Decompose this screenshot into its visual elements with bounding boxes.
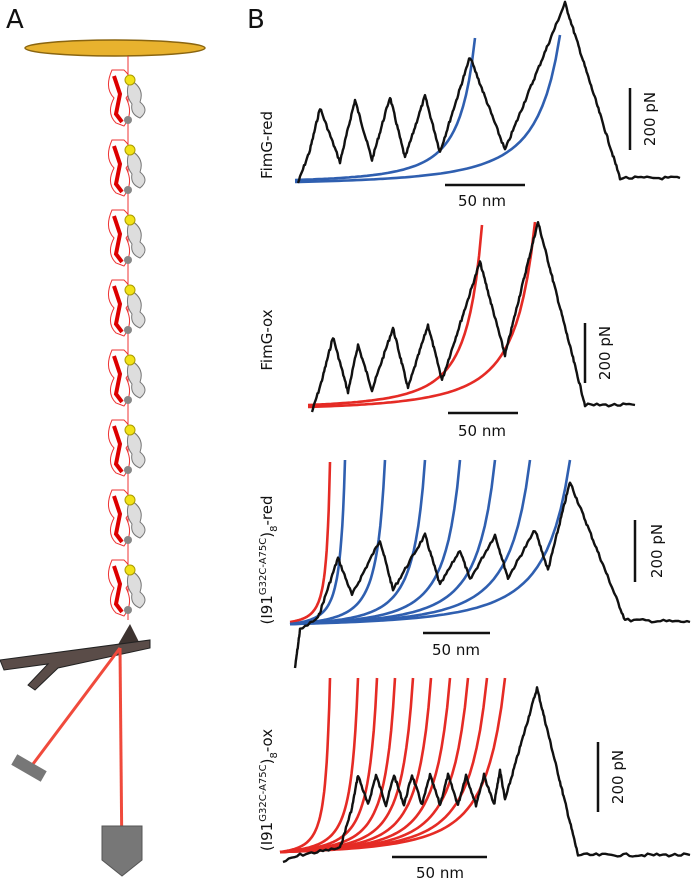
domain-grey <box>126 429 146 469</box>
domain <box>108 279 146 337</box>
beta-strand <box>112 75 124 124</box>
wlc-fit <box>279 677 507 854</box>
domain <box>108 559 146 617</box>
label-part: 8 <box>269 752 280 758</box>
wlc-fit <box>289 459 427 626</box>
substrate <box>24 39 206 57</box>
label-part: 8 <box>269 525 280 531</box>
beta-strand <box>112 355 124 404</box>
cysteine <box>124 424 136 436</box>
wlc-fit <box>307 224 484 407</box>
force-trace <box>293 481 691 669</box>
cysteine <box>124 354 136 366</box>
domain-end <box>124 536 132 544</box>
domain-grey <box>126 149 146 189</box>
domain-end <box>124 466 132 474</box>
wlc-fit <box>289 459 347 626</box>
beta-strand <box>112 145 124 194</box>
domain-grey <box>126 569 146 609</box>
force-curves <box>279 0 691 864</box>
trace-label: FimG-red <box>258 111 276 179</box>
cysteine <box>124 494 136 506</box>
domain <box>108 489 146 547</box>
beta-strand <box>112 495 124 544</box>
photodetector <box>11 754 47 782</box>
beta-strand <box>112 565 124 614</box>
label-part: -ox <box>258 729 276 752</box>
force-trace <box>282 686 691 864</box>
label-part: G32C-A75C <box>258 538 269 595</box>
domain-end <box>124 116 132 124</box>
domain-grey <box>126 289 146 329</box>
domain-end <box>124 606 132 614</box>
cysteine <box>124 144 136 156</box>
scale-label: 200 pN <box>641 92 659 146</box>
label-part: ) <box>258 532 276 538</box>
domain <box>108 209 146 267</box>
cysteine <box>124 74 136 86</box>
domain <box>108 139 146 197</box>
domain-end <box>124 186 132 194</box>
domain-grey <box>126 359 146 399</box>
panel-label: A <box>6 5 24 35</box>
domain-end <box>124 326 132 334</box>
wlc-fit <box>307 221 537 409</box>
scale-label: 200 pN <box>596 326 614 380</box>
wlc-fit <box>294 37 477 182</box>
wlc-fit <box>289 459 572 626</box>
force-trace <box>310 220 636 413</box>
beta-strand <box>112 285 124 334</box>
scale-label: 50 nm <box>458 422 506 440</box>
polyprotein <box>108 56 146 620</box>
label-part: (I91 <box>258 595 276 624</box>
label-part: G32C-A75C <box>258 764 269 821</box>
cysteine <box>124 214 136 226</box>
panel-label: B <box>247 5 265 35</box>
cysteine <box>124 284 136 296</box>
domain-grey <box>126 219 146 259</box>
force-trace <box>296 0 681 184</box>
domain-grey <box>126 79 146 119</box>
domain-end <box>124 256 132 264</box>
laser-source <box>101 825 143 877</box>
wlc-fit <box>289 461 332 624</box>
domain-grey <box>126 499 146 539</box>
trace-label: FimG-ox <box>258 309 276 370</box>
scale-label: 50 nm <box>458 192 506 210</box>
wlc-fit <box>294 34 562 184</box>
domain-end <box>124 396 132 404</box>
domain <box>108 419 146 477</box>
wlc-fit <box>289 459 387 626</box>
beta-strand <box>112 215 124 264</box>
wlc-fit <box>279 677 470 854</box>
label-part: ) <box>258 759 276 765</box>
laser-beam <box>28 647 122 769</box>
label-part: -red <box>258 495 276 525</box>
scale-label: 50 nm <box>416 864 464 882</box>
wlc-fit <box>289 459 462 626</box>
domain <box>108 349 146 407</box>
cysteine <box>124 564 136 576</box>
scale-label: 200 pN <box>609 750 627 804</box>
beta-strand <box>112 425 124 474</box>
cantilever <box>0 639 151 691</box>
trace-label: (I91G32C-A75C)8-red <box>258 495 280 624</box>
trace-label: (I91G32C-A75C)8-ox <box>258 729 280 851</box>
label-part: (I91 <box>258 822 276 851</box>
wlc-fit <box>279 677 332 854</box>
scale-label: 50 nm <box>432 641 480 659</box>
domain <box>108 69 146 127</box>
scale-label: 200 pN <box>648 524 666 578</box>
